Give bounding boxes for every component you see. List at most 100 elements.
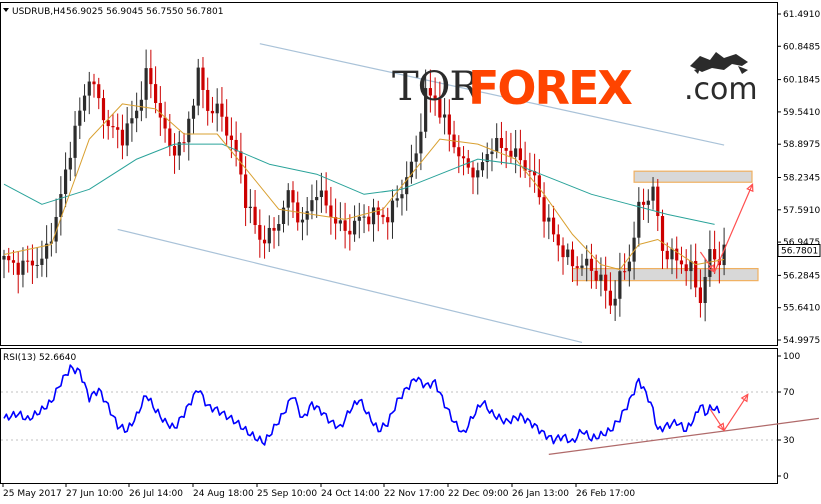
resistance-zone <box>633 170 753 183</box>
candle-body <box>187 118 191 143</box>
candle <box>594 254 598 289</box>
y-tick-label: 57.5910 <box>783 206 820 216</box>
candle-body <box>381 214 385 218</box>
candle-body <box>196 67 200 106</box>
candle <box>551 205 556 242</box>
candle <box>258 209 262 258</box>
candle-body <box>120 129 125 146</box>
candle <box>433 77 437 116</box>
candle <box>447 99 451 152</box>
candle <box>623 253 627 280</box>
candle-body <box>675 248 679 261</box>
candle-body <box>229 135 233 140</box>
candle <box>101 89 106 139</box>
candle <box>556 224 560 262</box>
candle-body <box>551 217 556 235</box>
x-tick-label: 26 Jan 13:00 <box>512 489 569 499</box>
candle-body <box>608 290 612 306</box>
rsi-line <box>3 364 721 446</box>
candle-body <box>585 258 589 266</box>
main-panel-frame <box>0 2 778 346</box>
candle <box>125 106 129 157</box>
candle <box>35 247 39 279</box>
candle <box>234 121 238 167</box>
rsi-panel-frame <box>0 348 778 484</box>
candle-body <box>499 137 504 149</box>
logo-text-com: .com <box>684 72 758 107</box>
candle-body <box>547 217 551 222</box>
candle <box>618 252 622 317</box>
candle-body <box>101 98 106 121</box>
main-panel <box>2 43 759 343</box>
candle <box>210 96 215 123</box>
candle-body <box>438 99 442 118</box>
candle-body <box>660 216 665 251</box>
candle-body <box>210 110 215 114</box>
candle-body <box>253 206 257 226</box>
candle-body <box>480 162 485 171</box>
candle-body <box>206 89 210 111</box>
chevron-down-icon[interactable] <box>3 8 9 12</box>
candle <box>305 196 309 236</box>
candle-body <box>627 261 631 272</box>
candle-body <box>220 103 224 117</box>
candle <box>637 187 641 247</box>
candle <box>585 245 589 282</box>
candle <box>665 242 669 269</box>
candle-body <box>215 103 219 114</box>
candle <box>395 185 399 208</box>
candle-body <box>684 264 688 272</box>
candle <box>97 77 101 110</box>
candle-body <box>708 249 712 277</box>
candle <box>262 225 267 259</box>
candle <box>461 146 466 176</box>
x-tick-label: 22 Nov 17:00 <box>384 489 445 499</box>
candle <box>2 249 6 279</box>
candle-body <box>694 260 698 288</box>
candle <box>191 98 196 134</box>
candle <box>73 111 77 177</box>
candle-body <box>400 194 404 199</box>
candle <box>523 141 527 178</box>
candle-body <box>461 156 466 159</box>
candle-body <box>561 245 565 258</box>
forecast-arrow-head <box>746 182 754 193</box>
candle-body <box>613 298 617 306</box>
candle-body <box>338 220 342 224</box>
candle-body <box>656 186 660 217</box>
candle <box>542 182 546 238</box>
candle <box>334 198 338 240</box>
candle-body <box>713 249 717 260</box>
x-tick-label: 22 Dec 09:00 <box>448 489 509 499</box>
candle-body <box>234 139 238 152</box>
candle <box>116 113 120 149</box>
rsi-forecast-arrow-head <box>740 393 749 403</box>
candle <box>362 204 366 234</box>
candle-body <box>281 207 286 225</box>
candle-body <box>201 67 205 90</box>
candle-body <box>182 142 186 144</box>
candle-body <box>11 260 16 263</box>
rsi-y-tick-label: 70 <box>783 388 795 398</box>
candle <box>315 180 319 218</box>
bull-bear-icon <box>690 52 748 74</box>
candle <box>206 77 210 126</box>
candle <box>490 138 494 172</box>
candle-body <box>471 167 475 178</box>
candle-body <box>300 219 305 223</box>
candle-body <box>258 225 262 240</box>
candle-body <box>566 249 570 258</box>
candle-body <box>495 137 499 152</box>
candle <box>253 190 257 234</box>
candle <box>386 207 390 240</box>
candle-body <box>45 243 49 259</box>
moving-average-fast-line <box>3 103 725 271</box>
candle-body <box>395 198 399 201</box>
candle <box>499 121 504 165</box>
y-tick-label: 54.9975 <box>783 336 820 346</box>
candle-body <box>457 147 461 157</box>
candle-body <box>580 265 584 268</box>
candle-body <box>59 194 63 217</box>
candle-body <box>542 197 546 222</box>
candle <box>177 131 181 170</box>
